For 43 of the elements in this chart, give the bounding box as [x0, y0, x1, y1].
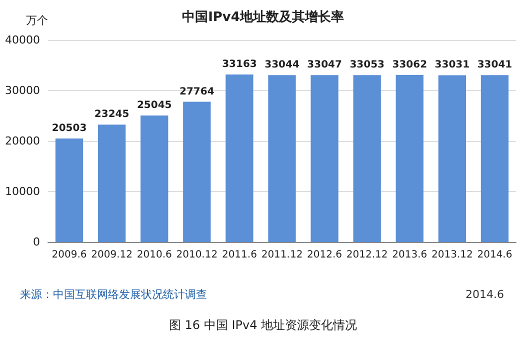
bar [438, 75, 466, 242]
data-label: 23245 [94, 109, 130, 120]
x-tick-label: 2014.6 [477, 250, 512, 260]
data-label: 25045 [136, 100, 172, 112]
x-tick-label: 2013.12 [432, 250, 473, 260]
bar [310, 75, 338, 242]
source-note: 来源：中国互联网络发展状况统计调查 [20, 288, 207, 301]
data-label: 33041 [477, 60, 512, 71]
chart-title: 中国IPv4地址数及其增长率 [182, 9, 344, 25]
bar [268, 75, 296, 242]
x-tick-label: 2009.6 [52, 250, 87, 260]
bar [353, 75, 381, 242]
data-label: 33047 [307, 60, 342, 71]
bar [183, 102, 211, 242]
x-tick-label: 2012.6 [307, 250, 342, 260]
x-tick-label: 2011.12 [261, 250, 303, 260]
bar [55, 138, 84, 242]
bar [480, 75, 509, 242]
y-tick-label: 0 [33, 236, 40, 248]
data-label: 33031 [434, 60, 470, 71]
x-tick-label: 2012.12 [346, 250, 388, 260]
x-tick-label: 2010.12 [176, 250, 218, 260]
data-label: 33053 [350, 60, 385, 71]
data-label: 33062 [392, 60, 428, 71]
bar [140, 116, 168, 242]
caption: 图 16 中国 IPv4 地址资源变化情况 [168, 318, 358, 332]
data-label: 20503 [52, 122, 87, 134]
x-tick-label: 2009.12 [91, 250, 132, 260]
text: 2014.6 [466, 288, 504, 301]
data-label: 33044 [264, 60, 300, 71]
x-tick-label: 2011.6 [222, 250, 257, 260]
y-axis-title: 万个 [26, 14, 48, 27]
y-tick-label: 20000 [5, 134, 40, 148]
x-tick-label: 2013.6 [392, 250, 428, 260]
bar [396, 75, 424, 242]
x-tick-label: 2010.6 [136, 250, 172, 260]
bar [226, 74, 254, 242]
y-tick-label: 10000 [5, 185, 40, 198]
data-label: 33163 [222, 59, 257, 70]
bar [98, 124, 126, 242]
data-label: 27764 [180, 86, 214, 98]
y-tick-label: 30000 [5, 84, 40, 97]
y-tick-label: 40000 [5, 34, 40, 46]
